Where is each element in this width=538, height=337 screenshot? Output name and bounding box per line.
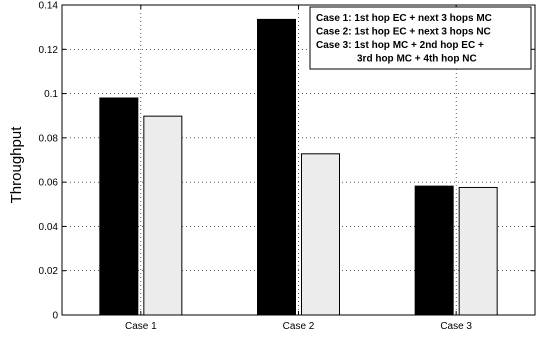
bar-series-1-case-3 — [414, 185, 454, 316]
y-tick-label: 0.12 — [39, 45, 59, 56]
x-tick-label: Case 2 — [283, 321, 315, 332]
legend-frame — [309, 6, 532, 70]
bar-series-1-case-1 — [99, 97, 139, 316]
tick-labels: 0 0.02 0.04 0.06 0.08 0.1 0.12 0.14 Case 1 Case 2… — [39, 1, 473, 333]
bars — [99, 18, 498, 316]
bar-series-2-case-3 — [458, 186, 498, 316]
y-tick-label: 0.06 — [39, 178, 59, 189]
plot-frame — [61, 4, 536, 316]
y-tick-label: 0.02 — [39, 266, 59, 277]
y-tick-label: 0.14 — [39, 1, 59, 12]
y-tick-label: 0.04 — [39, 222, 59, 233]
legend-box: Case 1: 1st hop EC + next 3 hops MC Case … — [309, 6, 532, 70]
y-tick-label: 0.1 — [44, 89, 58, 100]
bar-series-2-case-1 — [143, 115, 183, 316]
axes — [61, 4, 536, 316]
bar-series-2-case-2 — [301, 153, 340, 316]
y-tick-label: 0.08 — [39, 133, 59, 144]
x-tick-label: Case 3 — [440, 321, 472, 332]
x-tick-label: Case 1 — [125, 321, 157, 332]
legend-line-3: Case 3: 1st hop MC + 2nd hop EC + — [316, 40, 484, 51]
legend-line-4: 3rd hop MC + 4th hop NC — [357, 54, 477, 65]
y-tick-label: 0 — [52, 311, 58, 322]
bar-series-1-case-2 — [257, 18, 296, 316]
legend-line-1: Case 1: 1st hop EC + next 3 hops MC — [316, 13, 492, 24]
y-axis-label: Throughput — [8, 126, 25, 204]
legend-line-2: Case 2: 1st hop EC + next 3 hops NC — [316, 27, 491, 38]
grid-lines — [62, 5, 535, 315]
